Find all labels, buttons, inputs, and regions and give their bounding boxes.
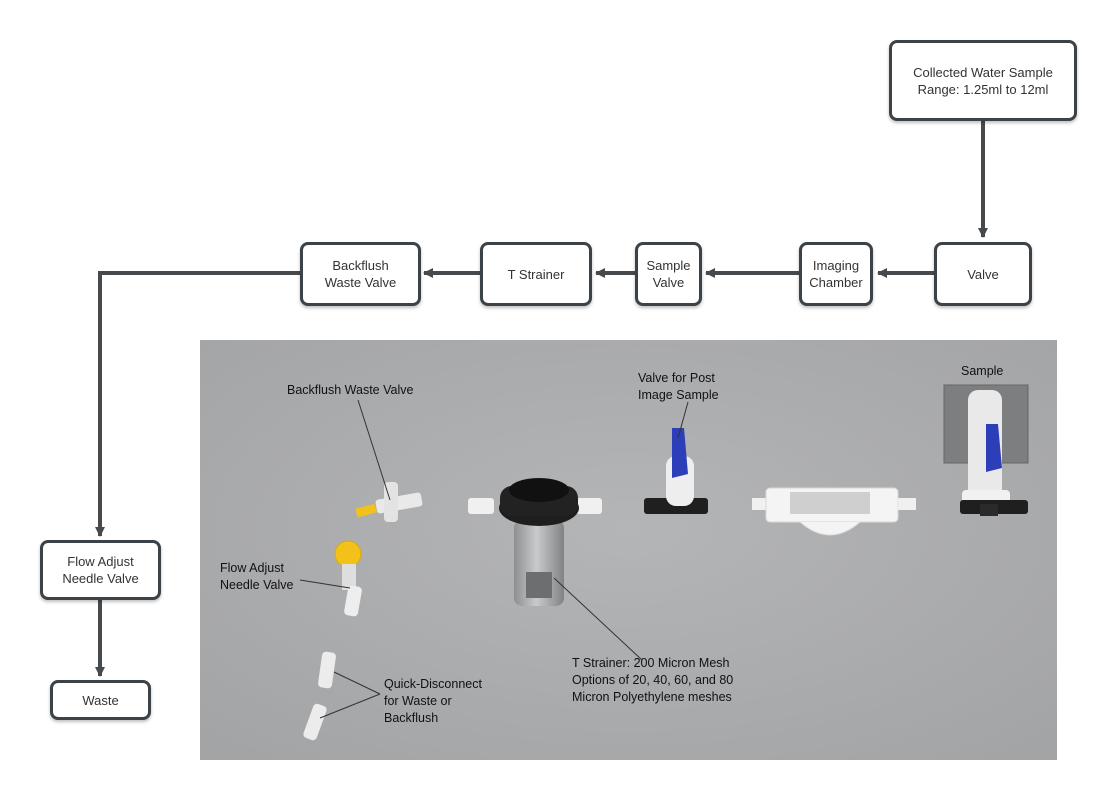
leader-needle-valve [299, 579, 351, 589]
flow-adjust-needle-valve-label: Flow Adjust Needle Valve [62, 554, 139, 586]
t-strainer-box: T Strainer [480, 242, 592, 306]
needle-valve-part [334, 540, 362, 617]
waste-label: Waste [82, 692, 119, 708]
valve-box: Valve [934, 242, 1032, 306]
t-strainer-part [468, 478, 602, 606]
leader-post-image-valve [677, 401, 689, 439]
photo-label-backflush-waste-valve: Backflush Waste Valve [287, 383, 414, 397]
leader-quick-disconnect-2 [319, 693, 381, 719]
sample-valve-label: Sample Valve [646, 258, 691, 290]
photo-label-valve-post-image: Valve for Post Image Sample [638, 371, 719, 402]
post-image-valve-part [644, 428, 708, 514]
sample-holder-part [943, 384, 1029, 516]
components-photo-illustration [200, 340, 1057, 760]
flow-adjust-needle-valve-box: Flow Adjust Needle Valve [40, 540, 161, 600]
t-strainer-label: T Strainer [507, 266, 565, 282]
photo-label-quick-disconnect: Quick-Disconnect for Waste or Backflush [384, 677, 482, 725]
sample-valve-box: Sample Valve [635, 242, 702, 306]
arrow-backflush-to-flow-adjust [95, 271, 300, 537]
backflush-waste-valve-box: Backflush Waste Valve [300, 242, 421, 306]
imaging-chamber-box: Imaging Chamber [799, 242, 873, 306]
backflush-waste-valve-label: Backflush Waste Valve [324, 258, 397, 290]
components-photo: Sample Valve for Post Image Sample Backf… [200, 340, 1057, 760]
imaging-chamber-part [752, 487, 916, 536]
collected-water-sample-label: Collected Water Sample Range: 1.25ml to … [913, 64, 1053, 97]
leader-quick-disconnect-1 [333, 671, 381, 695]
collected-water-sample-box: Collected Water Sample Range: 1.25ml to … [889, 40, 1077, 121]
photo-label-flow-adjust-needle-valve: Flow Adjust Needle Valve [220, 561, 294, 592]
imaging-chamber-label: Imaging Chamber [809, 258, 863, 290]
photo-label-t-strainer: T Strainer: 200 Micron Mesh Options of 2… [572, 656, 734, 704]
leader-backflush [357, 399, 391, 501]
quick-disconnect-parts [303, 651, 336, 741]
valve-label: Valve [967, 266, 999, 282]
leader-t-strainer [553, 577, 643, 661]
waste-box: Waste [50, 680, 151, 720]
photo-label-sample: Sample [961, 364, 1004, 378]
